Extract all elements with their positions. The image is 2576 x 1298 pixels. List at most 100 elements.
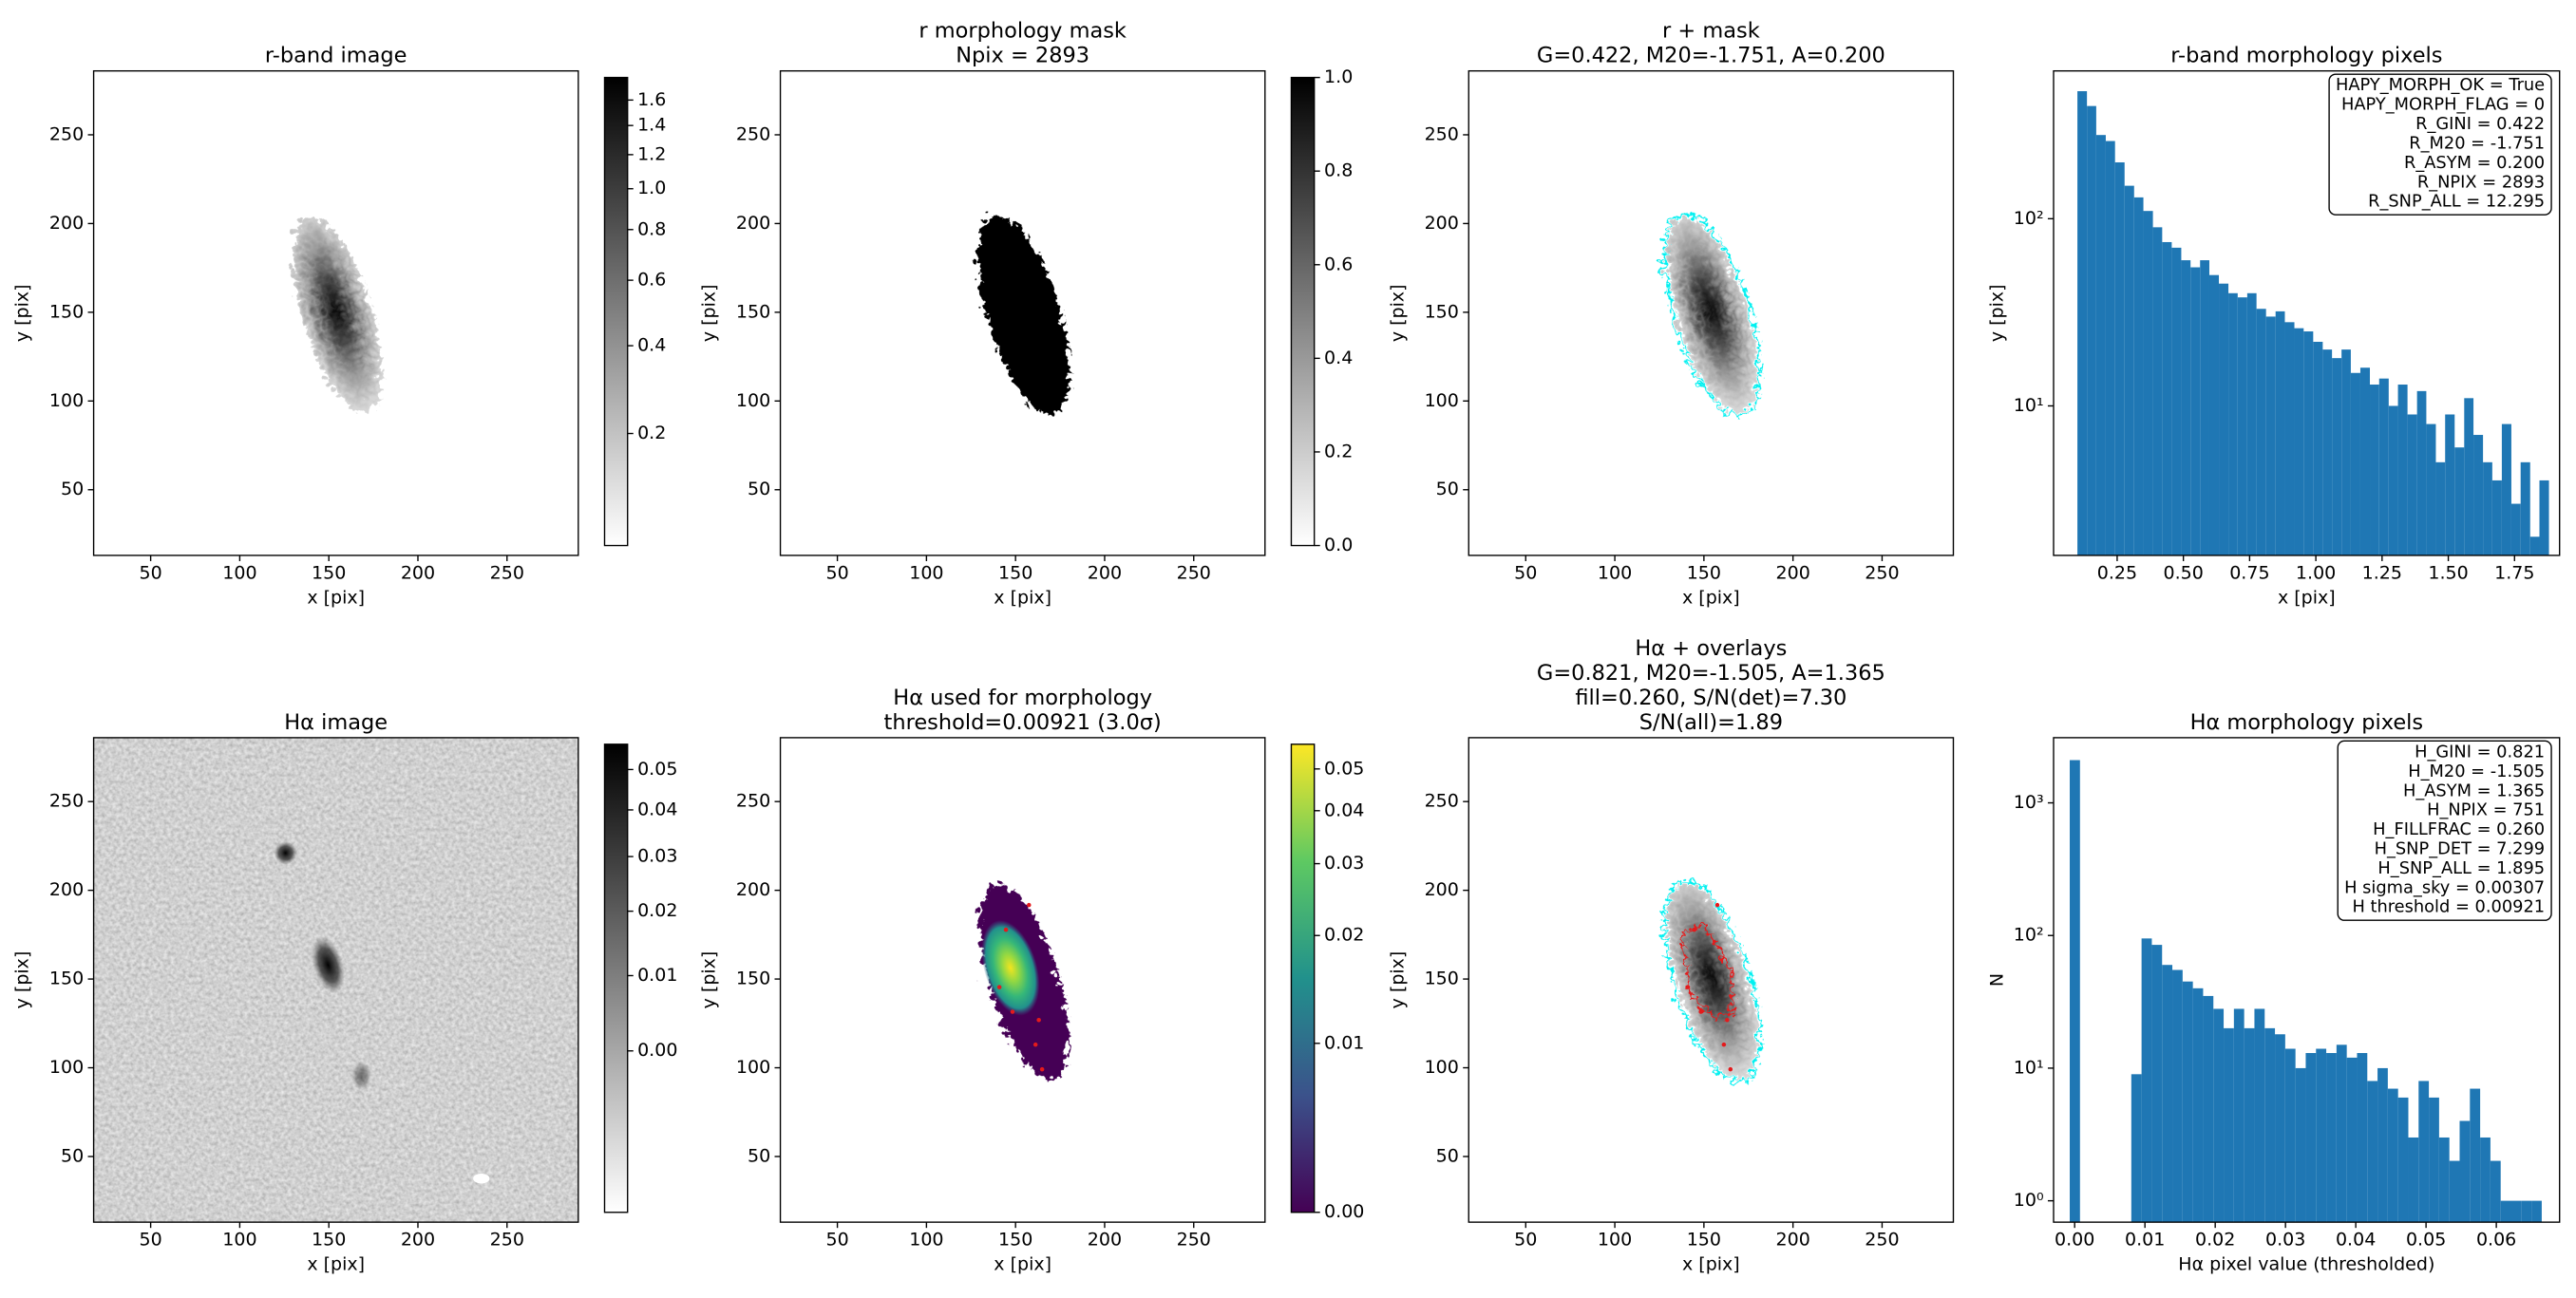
bar	[2459, 1120, 2471, 1223]
bar	[2470, 1088, 2481, 1223]
blob	[274, 841, 297, 865]
core	[981, 920, 1040, 1016]
bar	[2483, 461, 2492, 555]
stats-line: R_M20 = -1.751	[2409, 133, 2545, 153]
y-tick-label: 150	[736, 969, 770, 989]
panel-title: Hα image	[284, 710, 388, 735]
bar	[2151, 945, 2163, 1223]
x-axis-label: x [pix]	[994, 1254, 1051, 1275]
mask-outline	[1658, 210, 1756, 415]
plot-area	[93, 737, 578, 1223]
bar	[2529, 536, 2540, 555]
x-tick-label: 1.00	[2296, 562, 2336, 583]
galaxy	[288, 214, 377, 410]
bar	[2397, 385, 2408, 555]
x-tick-label: 150	[1687, 1230, 1721, 1251]
x-tick-label: 200	[1776, 1230, 1810, 1251]
y-tick-label: 100	[49, 390, 84, 411]
colorbar-tick-label: 0.8	[637, 218, 666, 239]
stats-line: R_NPIX = 2893	[2417, 172, 2545, 192]
y-tick-label: 250	[736, 123, 770, 144]
axes-frame	[2053, 737, 2561, 1223]
y-tick-label: 50	[61, 479, 84, 499]
x-tick-label: 100	[909, 562, 943, 583]
y-axis-label: y [pix]	[699, 951, 720, 1009]
bar	[2531, 1200, 2542, 1223]
red-pixel	[1721, 1042, 1727, 1047]
bar	[2208, 274, 2220, 555]
bar	[2454, 447, 2465, 555]
bar	[2491, 480, 2502, 555]
panel-title: Hα + overlays	[1635, 636, 1787, 661]
bar	[2346, 1057, 2358, 1223]
red-pixel	[1010, 1009, 1015, 1014]
x-tick-label: 100	[1598, 562, 1632, 583]
colorbar-tick-label: 1.2	[637, 143, 666, 164]
x-axis-label: x [pix]	[1682, 587, 1740, 608]
colorbar-tick-label: 0.02	[637, 900, 677, 921]
x-tick-label: 0.50	[2163, 562, 2203, 583]
bar	[2254, 1008, 2265, 1223]
x-tick-label: 200	[1776, 562, 1810, 583]
x-tick-label: 100	[909, 1230, 943, 1251]
bar	[2087, 105, 2096, 555]
x-tick-label: 250	[1177, 562, 1211, 583]
x-tick-label: 0.02	[2195, 1230, 2235, 1251]
bar	[2387, 1088, 2398, 1223]
y-tick-label: 150	[1425, 301, 1459, 322]
red-pixel	[1039, 1066, 1045, 1072]
x-tick-label: 200	[1088, 1230, 1122, 1251]
x-tick-label: 100	[1598, 1230, 1632, 1251]
bar	[2357, 1053, 2368, 1223]
bar	[2490, 1160, 2501, 1223]
bar	[2464, 398, 2474, 555]
plot-area	[2070, 760, 2542, 1223]
plot-area	[1658, 210, 1756, 415]
x-tick-label: 50	[1514, 1230, 1537, 1251]
plot-area	[973, 212, 1066, 412]
bar	[2313, 341, 2323, 555]
bar	[2133, 197, 2144, 555]
bar	[2332, 358, 2342, 555]
panel-title: threshold=0.00921 (3.0σ)	[884, 710, 1162, 735]
y-tick-label: 10⁰	[2014, 1190, 2044, 1211]
contour	[1676, 918, 1733, 1017]
stats-line: H_FILLFRAC = 0.260	[2373, 819, 2545, 839]
bar	[2336, 1044, 2347, 1223]
colorbar-tick-label: 0.6	[1324, 254, 1353, 274]
panel-title: G=0.422, M20=-1.751, A=0.200	[1537, 44, 1885, 68]
bar	[2181, 260, 2191, 555]
stats-line: H_SNP_DET = 7.299	[2375, 839, 2546, 859]
bar	[2219, 283, 2229, 555]
x-tick-label: 150	[998, 562, 1032, 583]
bar	[2416, 390, 2427, 555]
colorbar-tick-label: 0.4	[637, 335, 666, 356]
red-pixel	[1036, 1017, 1041, 1023]
x-tick-label: 1.25	[2362, 562, 2402, 583]
bar	[2192, 988, 2204, 1223]
bar	[2367, 1081, 2378, 1223]
panel-title: G=0.821, M20=-1.505, A=1.365	[1537, 661, 1885, 686]
bar	[2370, 385, 2379, 555]
bar	[2246, 292, 2257, 555]
bar	[2105, 141, 2115, 555]
bar	[2426, 423, 2436, 555]
stats-line: H_M20 = -1.505	[2408, 762, 2545, 781]
mask-outline	[1658, 876, 1756, 1082]
y-tick-label: 150	[1425, 969, 1459, 989]
colorbar-tick-label: 0.04	[1324, 799, 1364, 820]
bar	[2295, 1067, 2306, 1223]
bar	[2095, 135, 2106, 555]
x-axis-label: Hα pixel value (thresholded)	[2178, 1254, 2434, 1275]
bar	[2326, 1053, 2337, 1223]
bar	[2473, 435, 2484, 555]
x-axis-label: x [pix]	[1682, 1254, 1740, 1275]
x-tick-label: 100	[222, 562, 256, 583]
bar	[2501, 423, 2511, 555]
x-tick-label: 0.25	[2097, 562, 2137, 583]
colorbar-tick-label: 1.0	[1324, 66, 1353, 87]
x-tick-label: 250	[1177, 1230, 1211, 1251]
x-tick-label: 50	[825, 1230, 848, 1251]
